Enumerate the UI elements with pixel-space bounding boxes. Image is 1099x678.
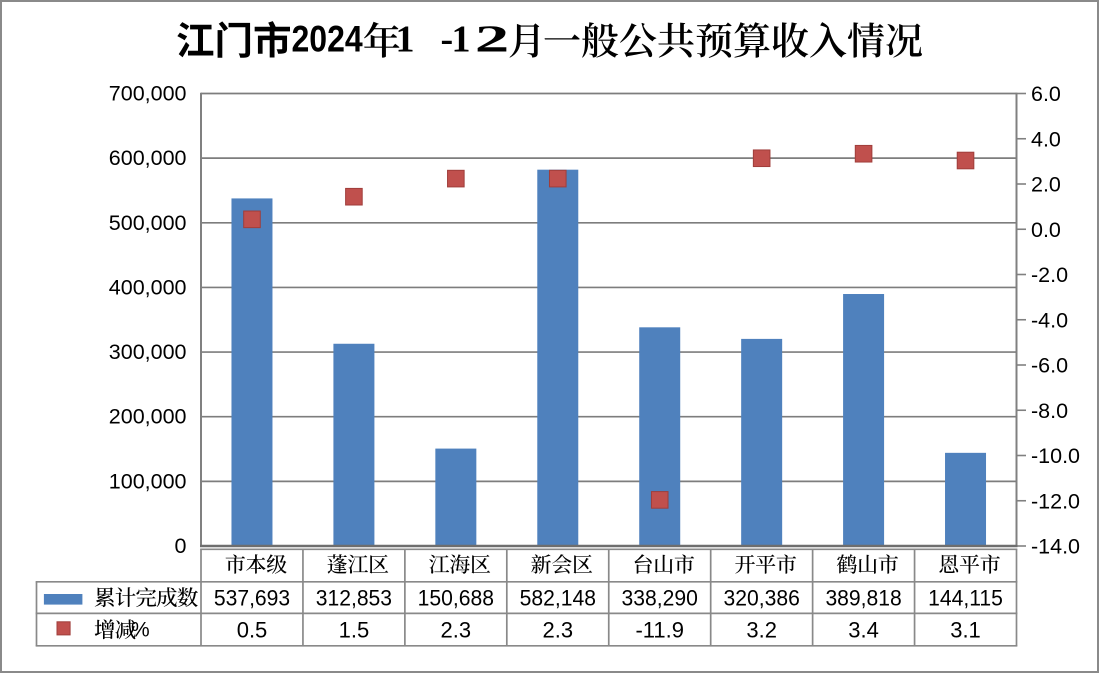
svg-text:3.2: 3.2	[746, 617, 777, 642]
svg-text:-6.0: -6.0	[1031, 354, 1068, 378]
svg-text:400,000: 400,000	[109, 275, 187, 299]
svg-text:300,000: 300,000	[109, 340, 187, 364]
svg-text:320,386: 320,386	[724, 585, 800, 611]
svg-text:200,000: 200,000	[109, 405, 187, 429]
svg-text:144,115: 144,115	[928, 585, 1003, 611]
svg-text:%: %	[131, 619, 150, 642]
svg-text:2.3: 2.3	[543, 617, 574, 642]
svg-text:-12.0: -12.0	[1031, 489, 1080, 513]
svg-text:6.0: 6.0	[1031, 82, 1061, 106]
svg-text:700,000: 700,000	[109, 82, 187, 106]
svg-text:0.0: 0.0	[1031, 218, 1061, 242]
svg-text:582,148: 582,148	[520, 585, 596, 611]
svg-text:389,818: 389,818	[825, 585, 901, 611]
svg-text:0: 0	[175, 534, 187, 558]
svg-text:1.5: 1.5	[339, 617, 370, 642]
svg-text:2.3: 2.3	[441, 617, 472, 642]
svg-text:-11.9: -11.9	[635, 617, 684, 642]
svg-text:2.0: 2.0	[1031, 173, 1061, 197]
svg-text:537,693: 537,693	[214, 585, 290, 611]
svg-text:1: 1	[452, 19, 471, 61]
svg-text:-14.0: -14.0	[1031, 535, 1080, 559]
svg-text:-8.0: -8.0	[1031, 399, 1068, 423]
svg-text:150,688: 150,688	[418, 585, 494, 611]
svg-text:-10.0: -10.0	[1031, 444, 1080, 468]
svg-text:-4.0: -4.0	[1031, 308, 1068, 332]
svg-text:500,000: 500,000	[109, 211, 187, 235]
svg-text:1: 1	[396, 19, 415, 61]
svg-text:3.4: 3.4	[848, 617, 879, 642]
svg-text:2024: 2024	[292, 19, 363, 59]
svg-text:338,290: 338,290	[622, 585, 698, 611]
svg-text:-: -	[441, 19, 454, 61]
svg-text:4.0: 4.0	[1031, 127, 1061, 151]
svg-text:0.5: 0.5	[237, 617, 268, 642]
svg-text:3.1: 3.1	[950, 617, 981, 642]
svg-text:2: 2	[475, 18, 510, 60]
svg-text:312,853: 312,853	[316, 585, 392, 611]
svg-text:600,000: 600,000	[109, 146, 187, 170]
svg-text:100,000: 100,000	[109, 469, 187, 493]
svg-text:-2.0: -2.0	[1031, 263, 1068, 287]
